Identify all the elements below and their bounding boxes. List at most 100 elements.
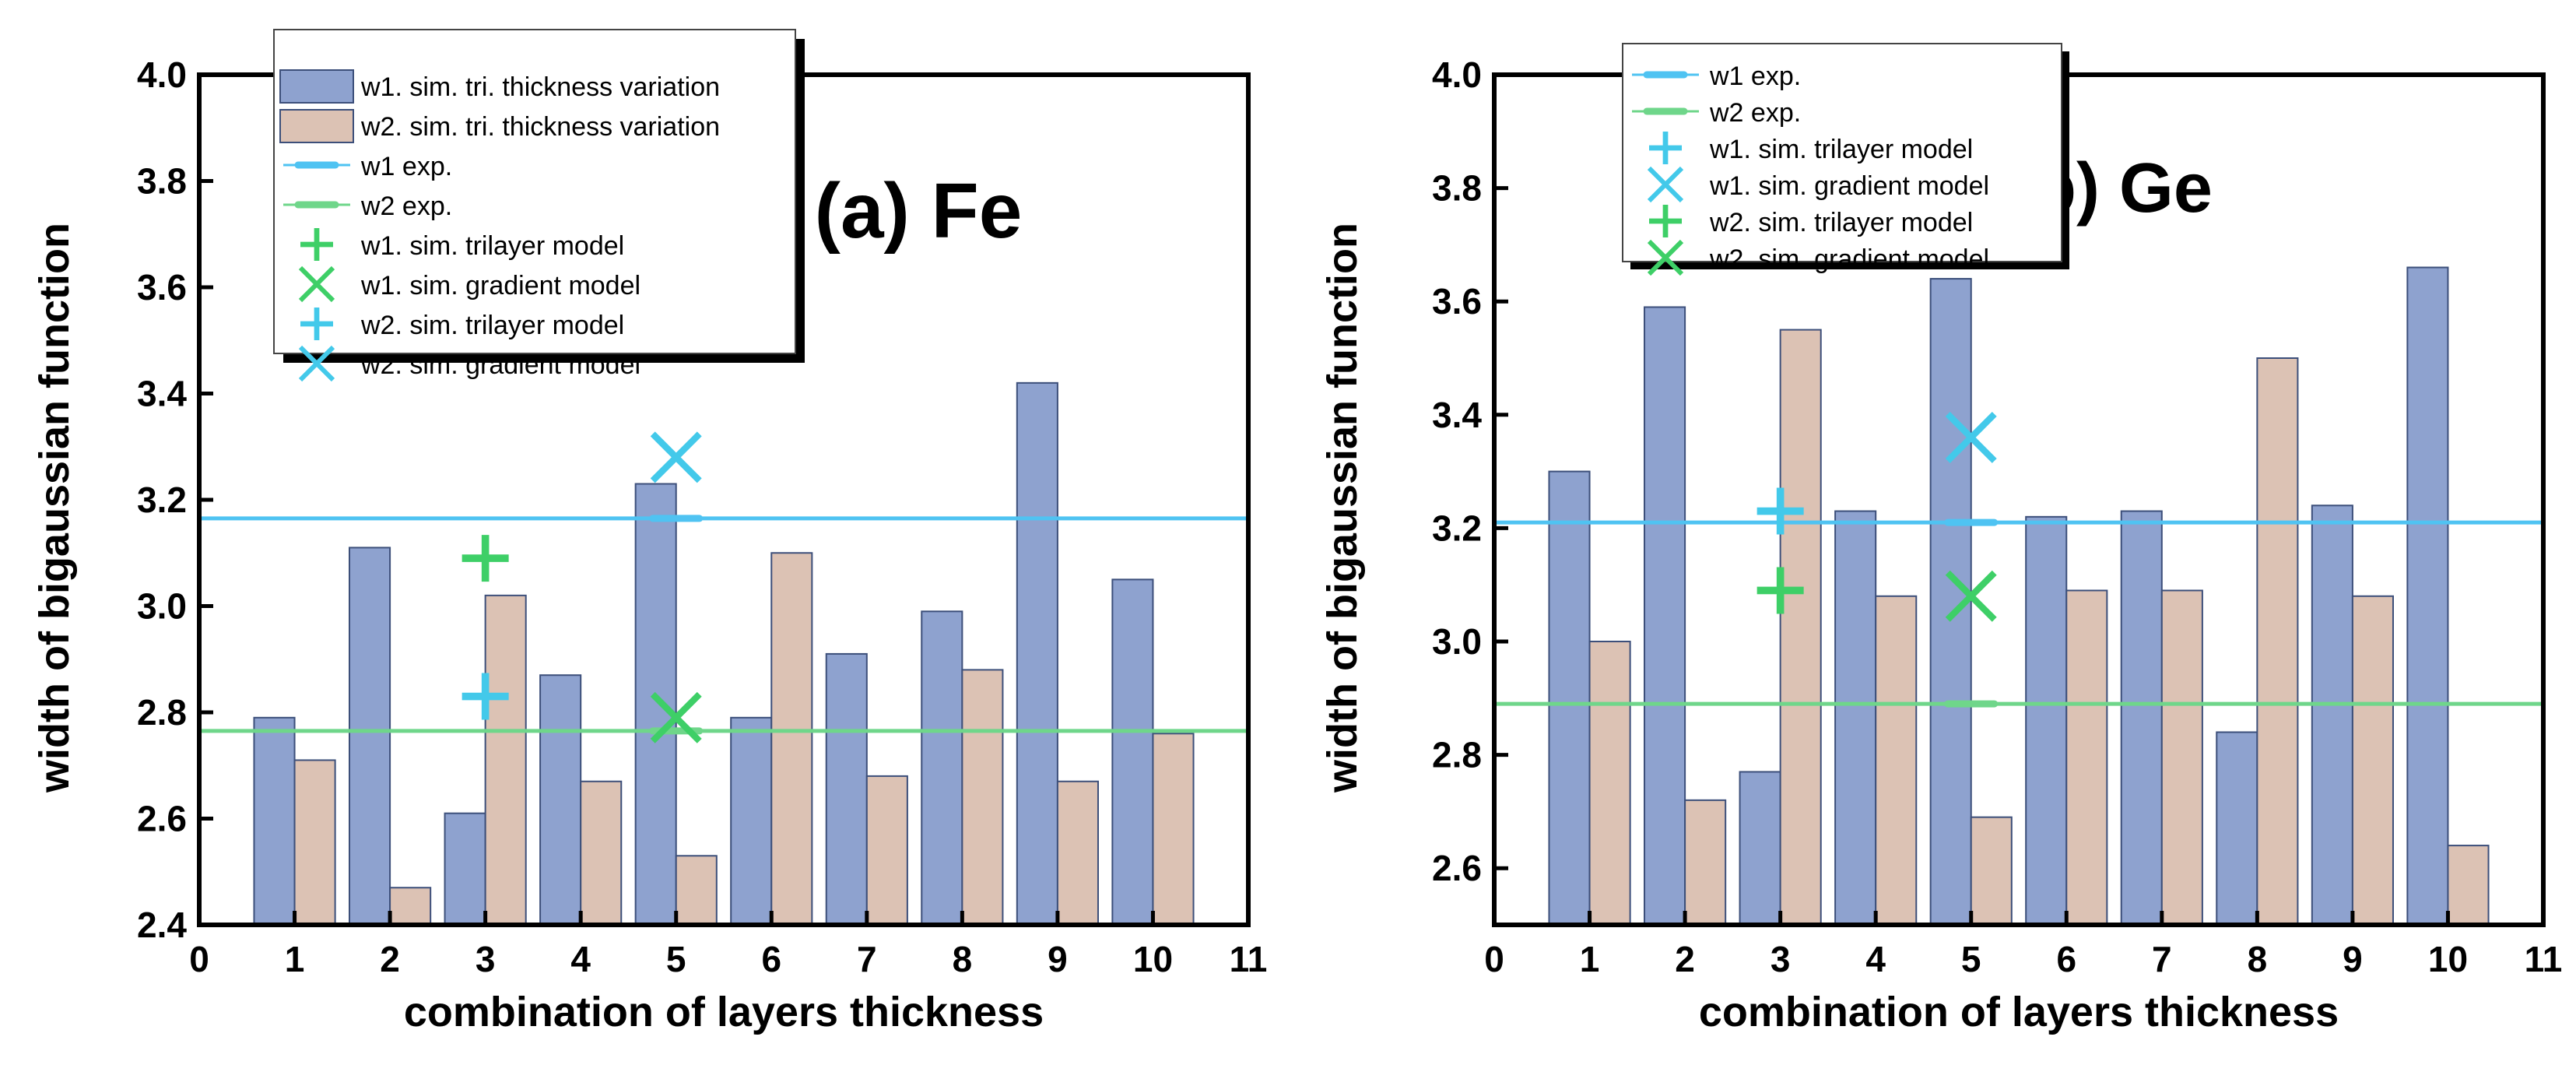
ge-bar-s2-6 xyxy=(2065,589,2108,926)
fe-legend-entry-8-label: w2. sim. gradient model xyxy=(360,350,640,380)
fe-y-tick-label-3.2: 3.2 xyxy=(137,480,187,520)
fe-legend-entry-3-label: w1 exp. xyxy=(360,152,452,181)
ge-x-tick-label-3: 3 xyxy=(1771,939,1791,979)
ge-y-tick-label-3.4: 3.4 xyxy=(1432,395,1482,435)
ge-bars xyxy=(1548,266,2490,926)
ge-bar-s2-9 xyxy=(2351,595,2394,926)
fe-markers xyxy=(462,431,702,743)
ge-bar-s1-1 xyxy=(1548,470,1591,926)
fe-legend: w1. sim. tri. thickness variation w2. sim… xyxy=(273,29,805,382)
ge-bar-s1-4 xyxy=(1834,510,1877,926)
ge-legend-entry-3-symbol xyxy=(1649,132,1682,164)
ge-x-tick-label-7: 7 xyxy=(2152,939,2172,979)
ge-marker-1 xyxy=(1757,487,1804,535)
fe-y-tick-label-3.0: 3.0 xyxy=(137,586,187,627)
ge-legend-entry-6-label: w2. sim. gradient model xyxy=(1709,244,1989,274)
fe-bar-s2-10 xyxy=(1152,733,1195,926)
ge-legend-entry-3-label: w1. sim. trilayer model xyxy=(1709,135,1973,164)
fe-bar-s2-6 xyxy=(770,552,813,926)
fe-bar-s2-1 xyxy=(293,759,336,926)
fe-legend-entry-6-symbol xyxy=(298,265,335,303)
fe-y-ticks: 2.4 2.6 2.8 3.0 3.2 3.4 3.6 3.8 4.0 xyxy=(137,54,213,945)
ge-x-tick-label-2: 2 xyxy=(1675,939,1695,979)
fe-y-tick-label-3.8: 3.8 xyxy=(137,161,187,202)
fe-legend-entry-5-symbol xyxy=(300,228,333,261)
fe-y-tick-label-3.4: 3.4 xyxy=(137,374,187,414)
fe-x-tick-label-10: 10 xyxy=(1133,939,1173,979)
fe-x-tick-label-8: 8 xyxy=(953,939,973,979)
fe-legend-entry-7-label: w2. sim. trilayer model xyxy=(360,311,624,340)
fe-y-tick-label-2.4: 2.4 xyxy=(137,905,187,945)
fe-y-tick-label-2.6: 2.6 xyxy=(137,799,187,839)
fe-x-tick-label-2: 2 xyxy=(380,939,400,979)
fe-bar-s2-9 xyxy=(1056,780,1099,926)
ge-bar-s1-10 xyxy=(2406,266,2449,926)
fe-bar-s1-6 xyxy=(730,716,773,926)
ge-bar-s1-3 xyxy=(1739,771,1781,926)
fe-panel-label: (a) Fe xyxy=(815,167,1023,255)
ge-y-tick-label-3.0: 3.0 xyxy=(1432,621,1482,662)
ge-bar-s1-8 xyxy=(2216,731,2258,926)
fe-x-tick-label-7: 7 xyxy=(857,939,877,979)
fe-bar-s1-4 xyxy=(539,674,582,926)
ge-bar-s2-5 xyxy=(1970,816,2013,926)
ge-x-tick-label-5: 5 xyxy=(1961,939,1981,979)
ge-legend-entry-4-label: w1. sim. gradient model xyxy=(1709,171,1989,201)
ge-y-tick-label-3.6: 3.6 xyxy=(1432,281,1482,322)
fe-legend-entry-6-label: w1. sim. gradient model xyxy=(360,271,640,301)
ge-x-tick-label-11: 11 xyxy=(2525,939,2563,979)
fe-bar-s1-3 xyxy=(444,812,486,926)
ge-bar-s1-6 xyxy=(2025,515,2068,926)
ge-bar-s2-2 xyxy=(1684,799,1727,926)
ge-x-tick-label-6: 6 xyxy=(2056,939,2076,979)
ge-y-tick-label-2.8: 2.8 xyxy=(1432,735,1482,775)
ge-bar-s1-2 xyxy=(1644,306,1686,926)
ge-bar-s2-4 xyxy=(1875,595,1918,926)
ge-x-tick-label-10: 10 xyxy=(2428,939,2468,979)
fe-bar-s2-3 xyxy=(484,594,527,926)
fe-x-axis-label: combination of layers thickness xyxy=(404,989,1044,1035)
fe-bar-s1-7 xyxy=(825,652,868,926)
fe-marker-4 xyxy=(650,431,702,483)
ge-exp-lines xyxy=(1494,518,2543,708)
fe-y-tick-label-4.0: 4.0 xyxy=(137,54,187,95)
ge-marker-4 xyxy=(1945,570,1997,622)
ge-y-axis-label: width of bigaussian function xyxy=(1319,223,1366,793)
ge-y-tick-label-2.6: 2.6 xyxy=(1432,848,1482,888)
fe-y-tick-label-2.8: 2.8 xyxy=(137,692,187,733)
fe-legend-entry-4-label: w2 exp. xyxy=(360,192,452,221)
fe-x-tick-label-0: 0 xyxy=(189,939,209,979)
fe-y-tick-label-3.6: 3.6 xyxy=(137,267,187,308)
fe-legend-entry-5-label: w1. sim. trilayer model xyxy=(360,231,624,261)
fe-marker-1 xyxy=(462,535,509,582)
ge-y-tick-label-3.2: 3.2 xyxy=(1432,508,1482,548)
fe-legend-entry-1-label: w1. sim. tri. thickness variation xyxy=(360,72,720,102)
ge-x-tick-label-4: 4 xyxy=(1865,939,1886,979)
fe-bars xyxy=(253,381,1195,926)
fe-bar-s1-1 xyxy=(253,716,296,926)
ge-bar-s2-7 xyxy=(2160,589,2203,926)
fe-bar-s2-5 xyxy=(675,855,718,926)
ge-x-tick-label-8: 8 xyxy=(2248,939,2268,979)
fe-legend-entry-8-symbol xyxy=(298,345,335,382)
fe-marker-3 xyxy=(462,673,509,720)
ge-bar-s2-3 xyxy=(1779,329,1822,926)
fe-bar-s2-8 xyxy=(961,669,1004,926)
fe-x-ticks: 0 1 2 3 4 5 6 7 8 9 10 11 xyxy=(189,911,1267,979)
fe-legend-entry-2-label: w2. sim. tri. thickness variation xyxy=(360,112,720,142)
chart-ge: 0 1 2 3 4 5 6 7 8 9 10 11 2.6 2.8 3.0 3.2 3.4 3.6 3.8 4.0 co… xyxy=(1319,43,2563,1035)
fe-x-tick-label-4: 4 xyxy=(570,939,591,979)
ge-y-ticks: 2.6 2.8 3.0 3.2 3.4 3.6 3.8 4.0 xyxy=(1432,54,1508,888)
ge-x-tick-label-1: 1 xyxy=(1580,939,1600,979)
fe-bar-s2-7 xyxy=(865,775,908,926)
fe-legend-box xyxy=(273,29,796,354)
ge-x-axis-label: combination of layers thickness xyxy=(1699,989,2339,1035)
ge-y-tick-label-3.8: 3.8 xyxy=(1432,168,1482,209)
fe-legend-entry-2-swatch xyxy=(279,109,354,143)
fe-bar-s2-4 xyxy=(580,780,623,926)
ge-legend-entry-5-symbol xyxy=(1649,205,1682,237)
fe-x-tick-label-3: 3 xyxy=(476,939,496,979)
fe-bar-s1-8 xyxy=(921,610,963,926)
fe-bar-s1-2 xyxy=(349,547,391,926)
